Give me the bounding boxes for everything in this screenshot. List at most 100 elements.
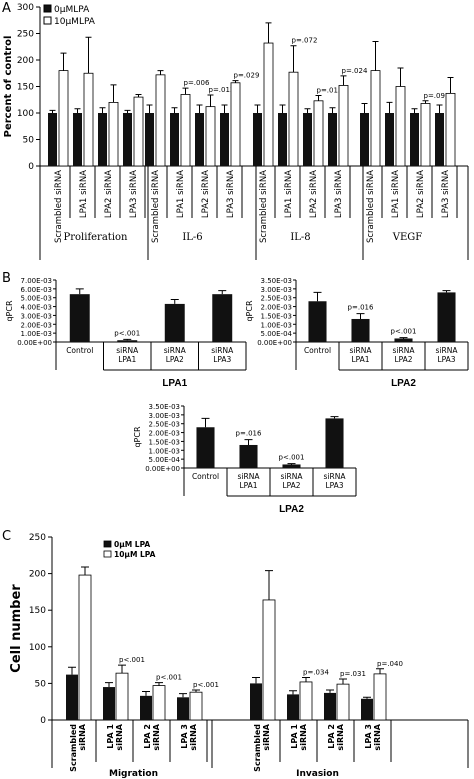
error-bar-0uM xyxy=(171,107,178,113)
error-bar-10uM xyxy=(340,75,347,86)
bar-0uM xyxy=(98,113,107,166)
legend-label: 10μMLPA xyxy=(54,17,96,27)
y-tick-label: 3.00E-03 xyxy=(21,312,52,320)
error-bar-0uM xyxy=(363,696,371,699)
bar-0uM xyxy=(385,113,394,166)
p-value-label: p=.091 xyxy=(424,92,450,100)
p-value-label: p=.072 xyxy=(292,37,318,45)
error-bar-10uM xyxy=(60,52,67,71)
category-label: LPA 1 xyxy=(290,724,299,749)
p-value-label: p<.001 xyxy=(156,674,182,682)
y-tick-label: 300 xyxy=(17,3,34,13)
chart-title: LPA2 xyxy=(391,378,416,389)
error-bar xyxy=(244,439,253,445)
category-label: siRNA xyxy=(238,472,261,481)
p-value-label: p=.012 xyxy=(209,86,235,94)
error-bar-0uM xyxy=(196,104,203,113)
category-label: Scrambled siRNA xyxy=(54,170,64,243)
y-axis-label: qPCR xyxy=(245,300,254,321)
error-bar-10uM xyxy=(265,22,272,44)
y-tick-label: 7.00E-03 xyxy=(21,277,52,285)
category-label: LPA1 siRNA xyxy=(79,170,89,218)
y-tick-label: 5.00E-03 xyxy=(21,295,52,303)
bar-0uM xyxy=(103,687,115,720)
bar xyxy=(308,301,327,342)
category-label: LPA3 siRNA xyxy=(334,170,344,218)
y-tick-label: 200 xyxy=(29,570,46,580)
category-label: siRNA xyxy=(336,723,345,750)
y-tick-label: 150 xyxy=(29,606,46,616)
category-label: siRNA xyxy=(299,723,308,750)
y-tick-label: 2.50E-03 xyxy=(261,295,292,303)
bar-10uM xyxy=(180,94,191,167)
y-tick-label: 150 xyxy=(17,83,34,93)
p-value-label: p=.024 xyxy=(342,67,368,75)
y-tick-label: 0.00E+00 xyxy=(145,465,180,473)
category-label: LPA1 xyxy=(239,481,257,490)
group-label: Proliferation xyxy=(64,232,129,243)
y-tick-label: 250 xyxy=(29,533,46,543)
bar-0uM xyxy=(73,113,82,166)
y-tick-label: 200 xyxy=(17,56,34,66)
error-bar-10uM xyxy=(315,95,322,101)
error-bar-10uM xyxy=(302,677,310,682)
bar xyxy=(212,294,233,342)
category-label: Control xyxy=(192,472,219,481)
error-bar-0uM xyxy=(49,109,56,113)
bar-10uM xyxy=(420,103,431,167)
category-label: siRNA xyxy=(436,346,459,355)
p-value-label: p=.029 xyxy=(234,72,260,80)
bar-0uM xyxy=(253,113,262,166)
bar xyxy=(437,292,456,342)
bar xyxy=(282,464,301,468)
legend-swatch xyxy=(43,4,52,13)
error-bar-10uM xyxy=(81,566,89,576)
category-label: Control xyxy=(66,346,93,355)
y-tick-label: 250 xyxy=(17,30,34,40)
legend-swatch xyxy=(103,550,112,558)
error-bar-0uM xyxy=(105,682,113,688)
group-label: Invasion xyxy=(296,769,339,779)
error-bar-0uM xyxy=(436,104,443,113)
y-tick-label: 50 xyxy=(23,136,35,146)
p-value-label: p=.031 xyxy=(340,670,366,678)
category-label: Control xyxy=(304,346,331,355)
y-tick-label: 5.00E-04 xyxy=(149,456,181,464)
category-label: LPA 3 xyxy=(364,724,373,749)
y-tick-label: 1.00E-03 xyxy=(149,447,180,455)
error-bar-10uM xyxy=(110,84,117,103)
error-bar xyxy=(442,290,451,293)
error-bar-10uM xyxy=(376,668,384,674)
error-bar-0uM xyxy=(99,107,106,113)
y-tick-label: 0.00E+00 xyxy=(257,339,292,347)
category-label: LPA 3 xyxy=(180,724,189,749)
error-bar-10uM xyxy=(182,87,189,95)
y-tick-label: 2.00E-03 xyxy=(21,321,52,329)
bar-0uM xyxy=(170,113,179,166)
category-label: siRNA xyxy=(115,723,124,750)
bar-10uM xyxy=(152,685,166,721)
p-value-label: p<.001 xyxy=(114,329,140,337)
bar-10uM xyxy=(338,85,349,167)
panel-b-lpa2-chart: 0.00E+005.00E-041.00E-031.50E-032.00E-03… xyxy=(245,277,469,389)
y-tick-label: 3.00E-03 xyxy=(261,286,292,294)
error-bar-10uM xyxy=(207,94,214,107)
bar-10uM xyxy=(78,574,92,721)
category-label: LPA2 siRNA xyxy=(201,170,211,218)
p-value-label: p<.001 xyxy=(193,681,219,689)
bar xyxy=(394,338,413,342)
category-label: Scrambled siRNA xyxy=(366,170,376,243)
category-label: LPA2 siRNA xyxy=(104,170,114,218)
bar-0uM xyxy=(410,113,419,166)
chart-title: LPA1 xyxy=(162,378,187,389)
error-bar-10uM xyxy=(155,682,163,686)
category-label: Scrambled siRNA xyxy=(151,170,161,243)
bar-10uM xyxy=(115,672,129,721)
error-bar-10uM xyxy=(372,40,379,71)
bar xyxy=(164,303,185,342)
bar-0uM xyxy=(250,683,262,720)
error-bar-0uM xyxy=(74,108,81,113)
y-tick-label: 3.50E-03 xyxy=(261,277,292,285)
category-label: LPA1 siRNA xyxy=(391,170,401,218)
